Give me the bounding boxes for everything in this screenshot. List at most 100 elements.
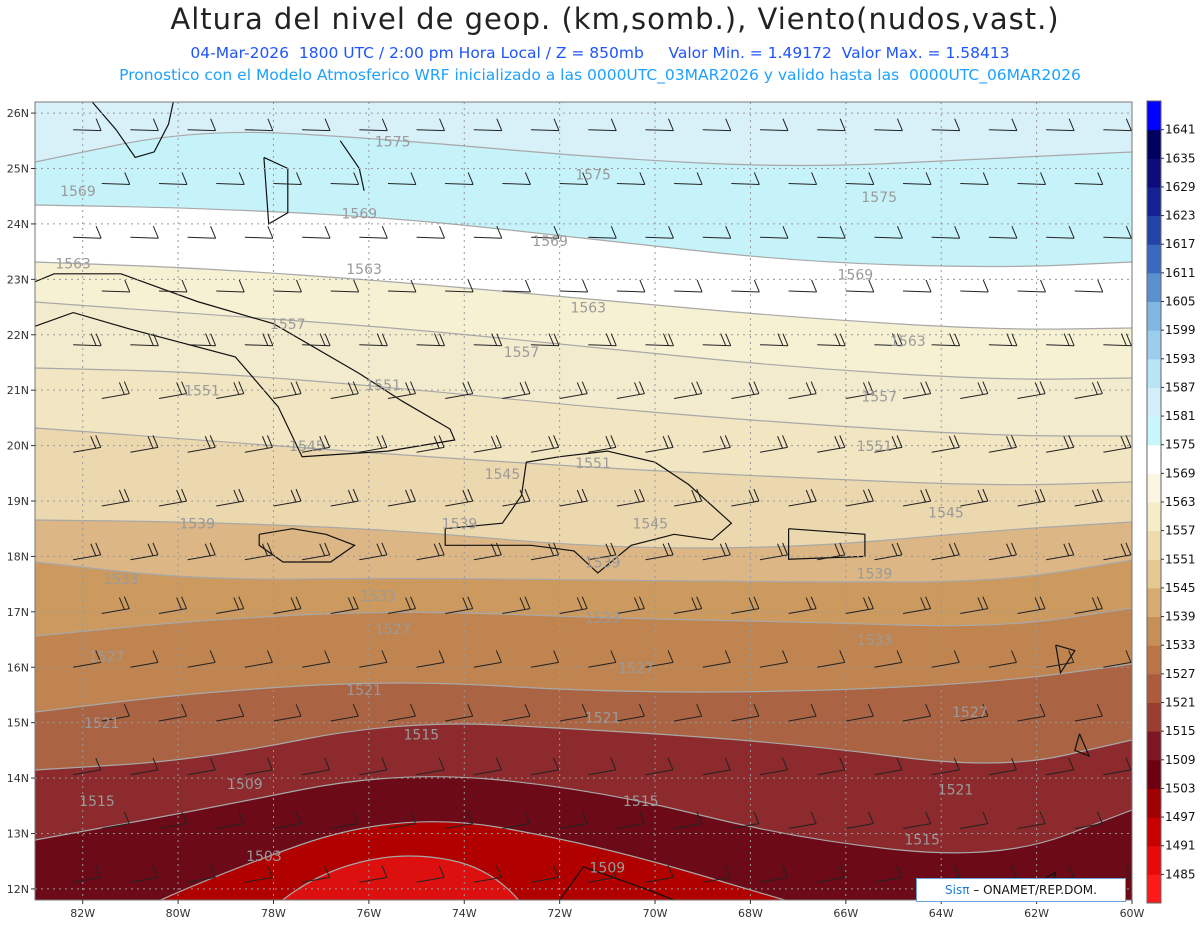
wind-barb [702, 236, 731, 239]
wind-barb [960, 290, 989, 293]
wind-barb [645, 236, 674, 239]
legend-swatch [1147, 530, 1161, 560]
legend-label: 1539 [1165, 610, 1196, 624]
wind-barb-feather [152, 542, 159, 556]
wind-barb-feather [582, 279, 589, 293]
wind-barb-feather [352, 811, 359, 824]
wind-barb-feather [118, 489, 125, 503]
wind-barb [359, 769, 387, 776]
wind-barb [359, 446, 387, 453]
wind-barb-feather [1039, 488, 1046, 502]
wind-barb-feather [1097, 279, 1104, 293]
wind-barb [1017, 715, 1046, 722]
legend-swatch [1147, 301, 1161, 331]
geopotential-bands [35, 102, 1132, 900]
wind-barb-feather [1068, 650, 1075, 663]
legend-label: 1491 [1165, 839, 1196, 853]
legend-label: 1605 [1165, 295, 1196, 309]
wind-barb [731, 393, 760, 399]
wind-barb-feather [524, 596, 531, 609]
contour-label: 1563 [570, 301, 606, 317]
wind-barb-feather [753, 279, 760, 293]
wind-barb [788, 715, 817, 722]
wind-barb-feather [123, 381, 130, 394]
wind-barb [1103, 554, 1132, 561]
wind-barb [244, 236, 273, 239]
wind-barb [960, 182, 989, 185]
wind-barb [101, 182, 130, 185]
wind-barb [1074, 290, 1103, 293]
contour-line [35, 663, 1132, 713]
wind-barb [387, 290, 416, 293]
wind-barb-feather [982, 279, 989, 293]
wind-barb-feather [176, 489, 183, 503]
wind-barb [531, 344, 560, 347]
wind-barb-feather [462, 489, 469, 503]
wind-barb [473, 344, 502, 347]
contour-label: 1569 [342, 206, 378, 222]
wind-barb-feather [262, 543, 268, 556]
wind-barb-feather [267, 118, 274, 131]
wind-barb-feather [777, 436, 784, 449]
contour-label: 1521 [585, 711, 621, 727]
credit-text: – ONAMET/REP.DOM. [969, 883, 1097, 897]
wind-barb-feather [805, 597, 812, 610]
wind-barb [73, 769, 101, 776]
wind-barb-feather [1096, 381, 1103, 394]
wind-barb-feather [1125, 226, 1132, 239]
wind-barb-feather [410, 279, 417, 293]
lat-tick-label: 20N [7, 440, 29, 453]
wind-barb [759, 661, 788, 668]
wind-barb-feather [948, 543, 955, 556]
wind-barb-feather [668, 333, 674, 346]
wind-barb-feather [376, 333, 383, 346]
legend-swatch [1147, 845, 1161, 875]
wind-barb-feather [548, 436, 555, 449]
wind-barb [902, 715, 931, 722]
wind-barb-feather [181, 172, 188, 185]
wind-barb-feather [839, 118, 846, 131]
wind-barb-feather [524, 703, 531, 717]
wind-barb-feather [696, 596, 703, 609]
legend-swatch [1147, 387, 1161, 417]
lon-tick-label: 82W [70, 907, 95, 920]
wind-barb-feather [438, 757, 445, 771]
wind-barb [1103, 344, 1132, 347]
wind-barb-feather [95, 435, 102, 448]
wind-barb-feather [262, 333, 269, 346]
wind-barb-feather [90, 436, 97, 449]
wind-barb [902, 608, 931, 614]
wind-barb-feather [295, 279, 302, 293]
wind-barb [645, 344, 674, 347]
wind-barb-feather [519, 489, 526, 503]
wind-barb-feather [1039, 811, 1046, 824]
wind-barb-feather [295, 703, 302, 717]
wind-barb-feather [667, 757, 674, 771]
wind-barb [1046, 554, 1074, 561]
legend-label: 1641 [1165, 123, 1196, 137]
wind-barb [817, 661, 845, 668]
wind-barb [73, 129, 102, 132]
wind-barb-feather [124, 279, 131, 293]
wind-barb-feather [834, 543, 841, 556]
wind-barb-feather [925, 172, 932, 185]
wind-barb [960, 823, 988, 830]
contour-label: 1521 [84, 716, 120, 732]
wind-barb [645, 661, 674, 668]
wind-barb [416, 554, 445, 561]
wind-barb-feather [662, 333, 669, 346]
wind-barb [216, 290, 245, 293]
wind-barb [387, 500, 416, 507]
wind-barb-feather [949, 333, 956, 346]
coastline [444, 450, 733, 574]
wind-barb [845, 823, 874, 830]
wind-barb-feather [147, 436, 154, 449]
wind-barb [588, 129, 617, 132]
lat-tick-label: 16N [7, 661, 29, 674]
wind-barb-feather [266, 435, 273, 448]
wind-barb [445, 823, 473, 830]
wind-barb-feather [610, 542, 617, 556]
wind-barb-feather [519, 382, 526, 395]
wind-barb-feather [925, 703, 932, 717]
wind-barb [158, 290, 188, 293]
